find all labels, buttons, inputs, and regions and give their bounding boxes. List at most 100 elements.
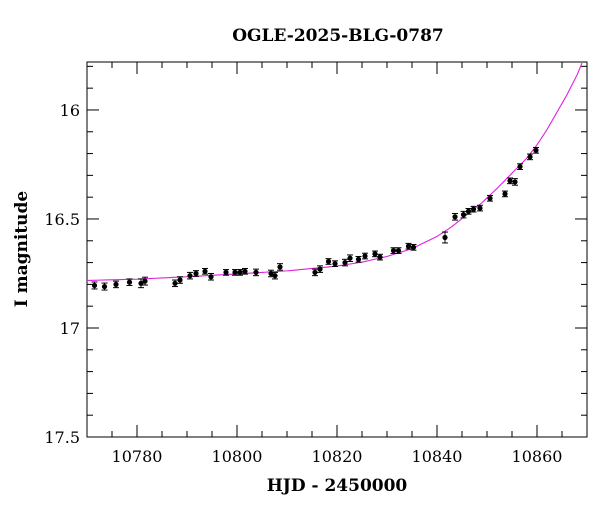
data-point bbox=[405, 242, 412, 250]
data-point bbox=[477, 204, 483, 212]
data-marker bbox=[460, 212, 467, 218]
data-point bbox=[487, 194, 493, 202]
data-point bbox=[223, 269, 229, 276]
data-point bbox=[452, 213, 458, 221]
data-marker bbox=[325, 258, 332, 265]
data-point bbox=[193, 270, 199, 277]
data-marker bbox=[533, 147, 539, 153]
data-point bbox=[202, 267, 208, 275]
model-curve bbox=[86, 62, 583, 282]
data-marker bbox=[395, 247, 402, 254]
data-point bbox=[126, 278, 133, 286]
y-axis-tick-labels: 16 16.5 17 17.5 bbox=[44, 101, 80, 447]
data-marker bbox=[193, 270, 199, 277]
data-point bbox=[517, 163, 523, 170]
data-point bbox=[177, 276, 183, 284]
y-tick-label: 16.5 bbox=[44, 210, 80, 229]
data-marker bbox=[126, 279, 133, 285]
data-point bbox=[272, 271, 278, 280]
y-tick-label: 17.5 bbox=[44, 428, 80, 447]
x-tick-label: 10860 bbox=[512, 447, 563, 466]
data-marker bbox=[277, 264, 283, 270]
data-marker bbox=[442, 234, 448, 241]
data-point bbox=[253, 268, 259, 277]
data-marker bbox=[470, 206, 477, 212]
data-marker bbox=[91, 282, 98, 289]
data-marker bbox=[223, 269, 229, 275]
data-marker bbox=[242, 268, 248, 274]
data-marker bbox=[232, 269, 238, 275]
data-point bbox=[390, 247, 397, 254]
data-marker bbox=[187, 273, 193, 279]
data-marker bbox=[347, 255, 353, 261]
data-marker bbox=[465, 208, 472, 214]
data-marker bbox=[355, 256, 362, 262]
data-point bbox=[317, 265, 323, 273]
data-point bbox=[101, 282, 108, 291]
data-point bbox=[142, 276, 148, 286]
data-marker bbox=[410, 244, 417, 250]
data-marker bbox=[272, 273, 278, 279]
y-axis-label: I magnitude bbox=[12, 191, 32, 308]
data-marker bbox=[312, 269, 318, 275]
data-marker bbox=[512, 179, 518, 185]
x-tick-label: 10780 bbox=[112, 447, 163, 466]
data-point bbox=[372, 250, 378, 258]
data-point bbox=[470, 205, 477, 213]
data-marker bbox=[527, 154, 533, 160]
x-tick-label: 10800 bbox=[212, 447, 263, 466]
y-tick-label: 16 bbox=[60, 101, 80, 120]
y-axis-ticks bbox=[87, 65, 587, 438]
x-axis-tick-labels: 10780 10800 10820 10840 10860 bbox=[112, 447, 563, 466]
data-point bbox=[527, 153, 533, 161]
data-point bbox=[362, 252, 368, 260]
data-point bbox=[242, 267, 248, 275]
data-point bbox=[172, 279, 178, 288]
data-point bbox=[410, 243, 417, 251]
x-tick-label: 10820 bbox=[312, 447, 363, 466]
data-point bbox=[332, 260, 338, 268]
data-marker bbox=[142, 278, 148, 284]
data-point bbox=[347, 254, 353, 262]
plot-frame bbox=[86, 61, 588, 438]
data-point bbox=[533, 146, 539, 154]
data-point bbox=[442, 231, 448, 244]
data-point bbox=[187, 271, 193, 280]
data-marker bbox=[172, 280, 178, 286]
data-marker bbox=[202, 268, 208, 274]
data-point bbox=[277, 263, 283, 271]
data-point bbox=[395, 247, 402, 254]
data-marker bbox=[477, 205, 483, 211]
data-point bbox=[208, 272, 214, 281]
data-marker bbox=[517, 164, 523, 170]
data-marker bbox=[101, 283, 108, 290]
data-marker bbox=[372, 251, 378, 257]
data-point bbox=[237, 269, 243, 276]
data-point bbox=[460, 210, 467, 219]
data-point bbox=[312, 268, 318, 277]
data-marker bbox=[487, 195, 493, 201]
data-point bbox=[465, 208, 472, 215]
data-point bbox=[355, 255, 362, 263]
chart-title: OGLE-2025-BLG-0787 bbox=[232, 26, 444, 46]
data-marker bbox=[502, 191, 508, 197]
data-marker bbox=[237, 269, 243, 275]
data-marker bbox=[332, 261, 338, 267]
data-point bbox=[91, 281, 98, 290]
data-marker bbox=[113, 281, 119, 287]
data-point bbox=[377, 253, 383, 261]
data-point bbox=[342, 258, 348, 267]
data-point bbox=[325, 258, 332, 265]
data-point bbox=[512, 178, 518, 186]
data-marker bbox=[208, 274, 214, 280]
data-marker bbox=[317, 266, 323, 272]
data-marker bbox=[342, 259, 348, 266]
data-points bbox=[91, 146, 539, 291]
data-point bbox=[507, 177, 513, 185]
x-axis-label: HJD - 2450000 bbox=[267, 476, 408, 496]
data-marker bbox=[452, 214, 458, 220]
data-marker bbox=[177, 277, 183, 283]
data-marker bbox=[377, 254, 383, 260]
data-marker bbox=[362, 253, 368, 259]
